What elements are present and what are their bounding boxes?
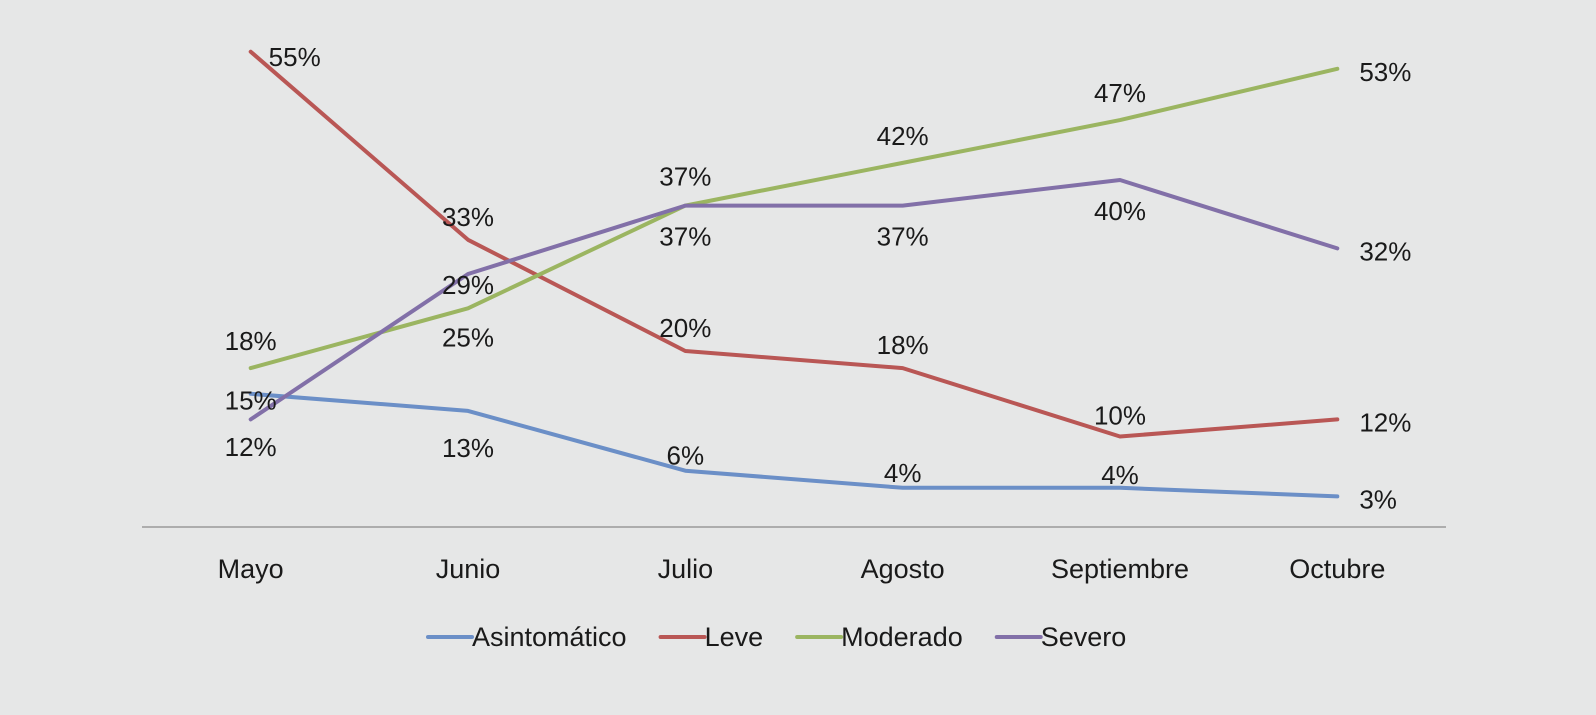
legend-label: Asintomático [472, 622, 627, 652]
data-label: 3% [1359, 484, 1397, 514]
x-tick-label: Agosto [861, 554, 945, 584]
data-label: 12% [225, 432, 277, 462]
data-label: 42% [877, 121, 929, 151]
data-label: 37% [659, 222, 711, 252]
data-label: 4% [884, 458, 922, 488]
x-tick-label: Septiembre [1051, 554, 1189, 584]
data-label: 13% [442, 433, 494, 463]
data-label: 53% [1359, 57, 1411, 87]
series-line-severo [248, 178, 1340, 422]
legend-label: Moderado [841, 622, 963, 652]
legend-item-asintomatico: Asintomático [426, 622, 627, 652]
series-line-asintomatico [248, 391, 1340, 499]
series-line-leve [248, 49, 1340, 439]
legend-item-severo: Severo [994, 622, 1127, 652]
legend-item-moderado: Moderado [795, 622, 963, 652]
data-label: 47% [1094, 78, 1146, 108]
data-label: 25% [442, 322, 494, 352]
data-label: 4% [1101, 460, 1139, 490]
data-label: 18% [225, 326, 277, 356]
x-tick-label: Mayo [218, 554, 284, 584]
data-label: 12% [1359, 407, 1411, 437]
data-label: 37% [877, 222, 929, 252]
data-label: 32% [1359, 236, 1411, 266]
data-label: 20% [659, 313, 711, 343]
legend-item-leve: Leve [658, 622, 764, 652]
x-tick-label: Julio [658, 554, 714, 584]
x-tick-label: Octubre [1289, 554, 1385, 584]
data-label: 33% [442, 202, 494, 232]
data-label: 37% [659, 162, 711, 192]
legend-label: Severo [1041, 622, 1127, 652]
data-label: 55% [269, 42, 321, 72]
data-label: 18% [877, 330, 929, 360]
data-label: 40% [1094, 196, 1146, 226]
legend-label: Leve [705, 622, 764, 652]
data-label: 29% [442, 270, 494, 300]
data-label: 6% [667, 441, 705, 471]
data-label: 10% [1094, 401, 1146, 431]
x-tick-label: Junio [436, 554, 501, 584]
data-label: 15% [225, 385, 277, 415]
series-line-moderado [248, 66, 1340, 371]
